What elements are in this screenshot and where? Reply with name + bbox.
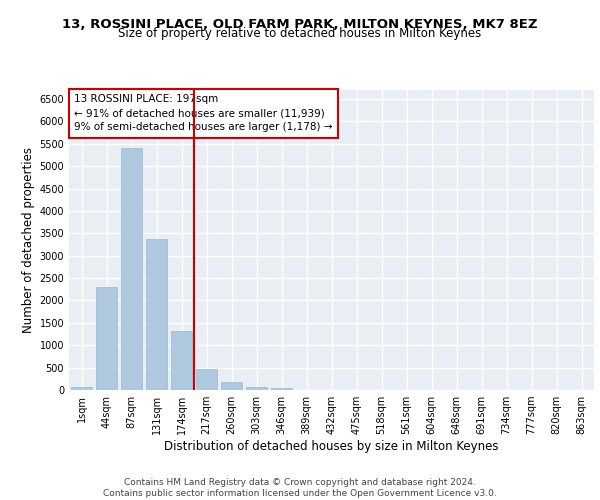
Bar: [246, 386, 267, 390]
Bar: [71, 386, 92, 390]
Bar: [221, 382, 242, 390]
Bar: [96, 287, 117, 390]
Text: 13 ROSSINI PLACE: 197sqm
← 91% of detached houses are smaller (11,939)
9% of sem: 13 ROSSINI PLACE: 197sqm ← 91% of detach…: [74, 94, 333, 132]
Bar: [271, 388, 292, 390]
Text: Contains HM Land Registry data © Crown copyright and database right 2024.
Contai: Contains HM Land Registry data © Crown c…: [103, 478, 497, 498]
X-axis label: Distribution of detached houses by size in Milton Keynes: Distribution of detached houses by size …: [164, 440, 499, 453]
Bar: [121, 148, 142, 390]
Bar: [171, 331, 192, 390]
Bar: [196, 368, 217, 390]
Y-axis label: Number of detached properties: Number of detached properties: [22, 147, 35, 333]
Bar: [146, 238, 167, 390]
Text: 13, ROSSINI PLACE, OLD FARM PARK, MILTON KEYNES, MK7 8EZ: 13, ROSSINI PLACE, OLD FARM PARK, MILTON…: [62, 18, 538, 30]
Text: Size of property relative to detached houses in Milton Keynes: Size of property relative to detached ho…: [118, 28, 482, 40]
